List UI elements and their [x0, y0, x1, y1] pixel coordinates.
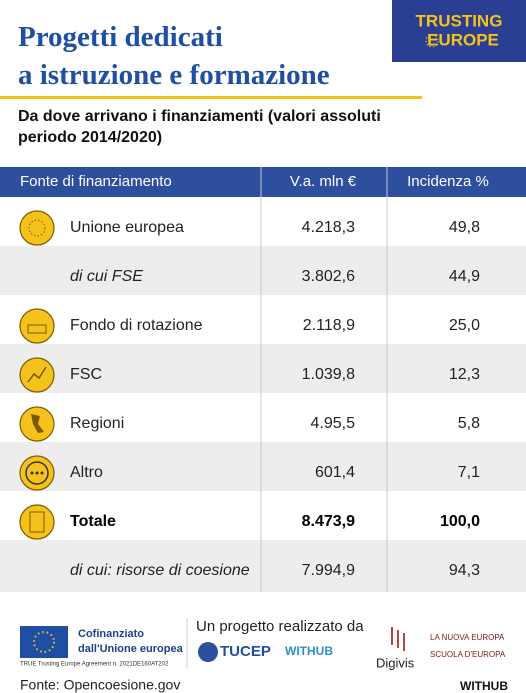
icon-detail [40, 471, 44, 475]
title: Progetti dedicati [18, 21, 223, 53]
cofinanced: Cofinanziato [78, 628, 144, 640]
cell-value: 7.994,9 [302, 562, 355, 579]
tucep-mark [198, 642, 218, 662]
icon-detail [28, 219, 46, 237]
icon-total [19, 504, 55, 540]
cell-source: Totale [70, 513, 116, 530]
scuola-europa: SCUOLA D'EUROPA [430, 650, 506, 659]
cell-source: di cui: risorse di coesione [70, 562, 250, 579]
row-bg [0, 442, 526, 491]
row-bg [0, 344, 526, 393]
icon-fsc [19, 357, 55, 393]
logo-box [392, 0, 526, 62]
icon-detail [35, 471, 39, 475]
withub-logo: WITHUB [285, 644, 333, 658]
icon-detail [27, 324, 47, 334]
title: a istruzione e formazione [18, 59, 330, 91]
subtitle: Da dove arrivano i finanziamenti (valori… [18, 108, 381, 125]
row-bg [0, 246, 526, 295]
cell-share: 7,1 [458, 464, 480, 481]
logo-stars [425, 34, 439, 48]
cell-share: 44,9 [449, 268, 480, 285]
nuova-europa: LA NUOVA EUROPA [430, 633, 505, 642]
cell-source: FSC [70, 366, 102, 383]
cell-value: 3.802,6 [302, 268, 355, 285]
cell-share: 49,8 [449, 219, 480, 236]
cell-source: di cui FSE [70, 268, 143, 285]
icon-fund [19, 308, 55, 344]
cell-source: Regioni [70, 415, 124, 432]
project-by: Un progetto realizzato da [196, 618, 364, 635]
icon-detail [31, 414, 44, 433]
cell-source: Unione europea [70, 219, 184, 236]
cell-value: 4.95,5 [311, 415, 356, 432]
icon-detail [30, 471, 34, 475]
icon-detail [29, 511, 45, 533]
logo-text: TRUSTING [416, 11, 503, 30]
cell-share: 94,3 [449, 562, 480, 579]
cell-share: 12,3 [449, 366, 480, 383]
cell-source: Fondo di rotazione [70, 317, 203, 334]
column-header: Fonte di finanziamento [20, 173, 172, 190]
subtitle: periodo 2014/2020) [18, 129, 162, 146]
cell-value: 601,4 [315, 464, 355, 481]
icon-eu [19, 210, 55, 246]
eu-stars [33, 631, 55, 653]
logo-text: EUROPE [427, 30, 499, 49]
column-header: V.a. mln € [290, 173, 357, 190]
digivis-logo: Digivis [376, 655, 415, 670]
row-bg [0, 540, 526, 592]
cell-value: 4.218,3 [302, 219, 355, 236]
brand: WITHUB [460, 679, 508, 693]
cell-share: 25,0 [449, 317, 480, 334]
source: Fonte: Opencoesione.gov [20, 677, 180, 693]
cell-value: 2.118,9 [303, 317, 355, 334]
cell-source: Altro [70, 464, 103, 481]
cell-value: 1.039,8 [302, 366, 355, 383]
cell-share: 100,0 [440, 513, 480, 530]
row-icons [19, 210, 55, 540]
eu-flag [20, 626, 68, 658]
icon-detail [25, 461, 49, 485]
cofinanced: dall'Unione europea [78, 643, 184, 655]
column-header: Incidenza % [407, 173, 489, 190]
icon-detail [27, 366, 47, 383]
tucep-logo: TUCEP [220, 643, 271, 660]
table-header [0, 167, 526, 197]
agreement: TRUE Trusting Europe Agreement n. 2021DE… [20, 662, 169, 668]
title-rule [0, 96, 422, 99]
cell-value: 8.473,9 [302, 513, 355, 530]
cell-share: 5,8 [458, 415, 480, 432]
